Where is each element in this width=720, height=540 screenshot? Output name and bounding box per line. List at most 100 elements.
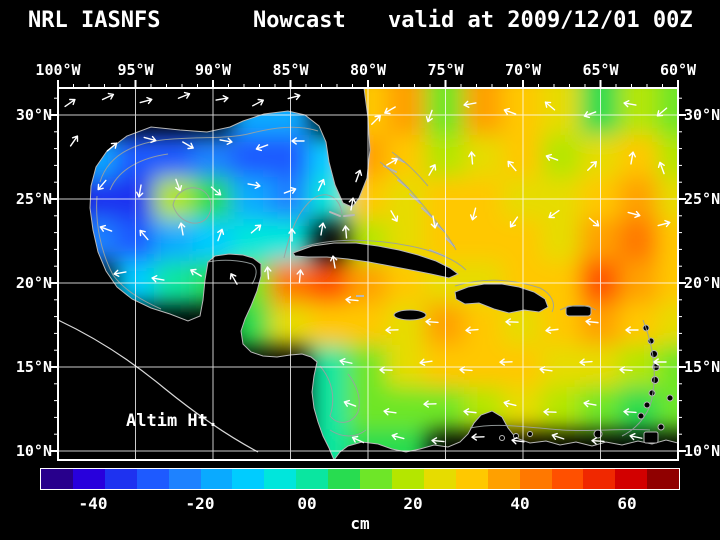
colorbar-tick: -20 bbox=[185, 494, 215, 513]
model-name: NRL IASNFS bbox=[28, 8, 161, 33]
colorbar-segment bbox=[423, 469, 456, 489]
current-arrow-icon bbox=[139, 96, 153, 105]
current-arrow-icon bbox=[419, 358, 433, 366]
current-arrow-icon bbox=[252, 98, 264, 107]
land-south-america bbox=[333, 410, 678, 460]
valid-time: valid at 2009/12/01 00Z bbox=[388, 8, 693, 33]
lon-tick-label: 95°W bbox=[117, 61, 154, 79]
lat-tick-label: 10°N bbox=[684, 442, 720, 460]
current-arrow-icon bbox=[139, 229, 149, 241]
ssh-cell bbox=[153, 135, 195, 179]
ssh-cell bbox=[657, 303, 678, 347]
colorbar-segment bbox=[200, 469, 233, 489]
current-arrow-icon bbox=[463, 408, 477, 416]
current-arrow-icon bbox=[318, 222, 326, 236]
ssh-cell bbox=[308, 303, 350, 347]
current-arrow-icon bbox=[351, 435, 365, 444]
current-arrow-icon bbox=[503, 399, 517, 408]
current-arrow-icon bbox=[623, 100, 637, 108]
colorbar-tick: 20 bbox=[403, 494, 423, 513]
lat-tick-label: 15°N bbox=[16, 358, 52, 376]
colorbar-segment bbox=[519, 469, 552, 489]
current-arrow-icon bbox=[430, 215, 438, 229]
axis-tick-marks bbox=[50, 80, 686, 452]
current-arrow-icon bbox=[656, 107, 668, 117]
current-arrow-icon bbox=[175, 178, 183, 192]
current-arrow-icon bbox=[431, 437, 445, 445]
current-arrow-icon bbox=[425, 318, 439, 326]
current-arrow-icon bbox=[585, 318, 599, 326]
current-arrow-icon bbox=[143, 135, 157, 144]
colorbar-segment bbox=[72, 469, 105, 489]
bathymetry-contours bbox=[96, 126, 655, 437]
current-arrow-icon bbox=[339, 357, 353, 366]
colorbar-segment bbox=[41, 469, 73, 489]
current-arrow-icon bbox=[182, 141, 194, 150]
colorbar-tick: 60 bbox=[617, 494, 637, 513]
colorbar-segment bbox=[296, 469, 329, 489]
current-arrow-icon bbox=[623, 408, 637, 416]
island-cuba bbox=[292, 242, 459, 279]
current-arrow-icon bbox=[371, 115, 381, 125]
current-arrow-icon bbox=[97, 179, 107, 191]
current-arrow-icon bbox=[287, 92, 301, 101]
current-arrow-icon bbox=[210, 186, 222, 196]
current-arrow-icon bbox=[583, 111, 597, 119]
colorbar-segment bbox=[232, 469, 265, 489]
ssh-cell bbox=[463, 88, 505, 137]
colorbar-tick: -40 bbox=[78, 494, 108, 513]
current-arrow-icon bbox=[587, 161, 597, 171]
lat-tick-label: 15°N bbox=[684, 358, 720, 376]
pacific-coastline bbox=[58, 319, 259, 453]
ssh-cell bbox=[657, 88, 678, 137]
current-arrow-icon bbox=[627, 210, 641, 219]
current-arrow-icon bbox=[317, 178, 326, 192]
current-arrow-icon bbox=[588, 217, 600, 227]
current-arrow-icon bbox=[379, 366, 393, 374]
current-arrow-icon bbox=[250, 224, 262, 234]
lon-tick-label: 85°W bbox=[272, 61, 309, 79]
current-arrow-icon bbox=[136, 184, 144, 198]
current-arrow-icon bbox=[247, 181, 261, 189]
lon-tick-label: 80°W bbox=[350, 61, 387, 79]
current-arrow-icon bbox=[386, 157, 398, 166]
colorbar-tick: 00 bbox=[297, 494, 317, 513]
current-arrow-icon bbox=[423, 400, 437, 408]
current-arrow-icon bbox=[583, 400, 597, 408]
current-arrow-icon bbox=[64, 98, 76, 108]
current-arrow-icon bbox=[345, 296, 359, 304]
current-arrow-icon bbox=[101, 92, 115, 101]
current-arrow-icon bbox=[383, 408, 397, 416]
current-arrow-icon bbox=[465, 326, 479, 334]
current-arrow-icon bbox=[653, 358, 667, 366]
current-arrow-icon bbox=[385, 326, 399, 334]
lat-tick-label: 30°N bbox=[684, 106, 720, 124]
product-name: Nowcast bbox=[253, 8, 346, 33]
lon-tick-label: 65°W bbox=[582, 61, 619, 79]
current-arrow-icon bbox=[657, 219, 671, 228]
current-arrow-icon bbox=[543, 408, 557, 416]
current-arrow-icon bbox=[255, 144, 269, 152]
current-arrow-icon bbox=[342, 225, 350, 239]
current-arrow-icon bbox=[178, 222, 186, 236]
current-arrow-icon bbox=[468, 151, 476, 165]
current-arrow-icon bbox=[619, 366, 633, 374]
colorbar-segment bbox=[647, 469, 680, 489]
current-arrow-icon bbox=[545, 326, 559, 334]
current-arrow-icon bbox=[591, 437, 605, 445]
current-arrow-icon bbox=[544, 101, 556, 111]
lat-lon-gridlines bbox=[58, 88, 678, 460]
current-arrow-icon bbox=[283, 186, 297, 194]
current-arrow-icon bbox=[548, 209, 560, 219]
current-arrow-icon bbox=[505, 318, 519, 326]
colorbar-segment bbox=[551, 469, 584, 489]
colorbar-scale bbox=[40, 468, 680, 490]
current-arrow-icon bbox=[288, 228, 296, 242]
ssh-cell bbox=[618, 219, 660, 263]
ssh-cell bbox=[386, 88, 428, 137]
island-hispaniola bbox=[454, 283, 549, 314]
current-arrow-icon bbox=[391, 432, 405, 441]
ssh-cell bbox=[541, 88, 583, 137]
